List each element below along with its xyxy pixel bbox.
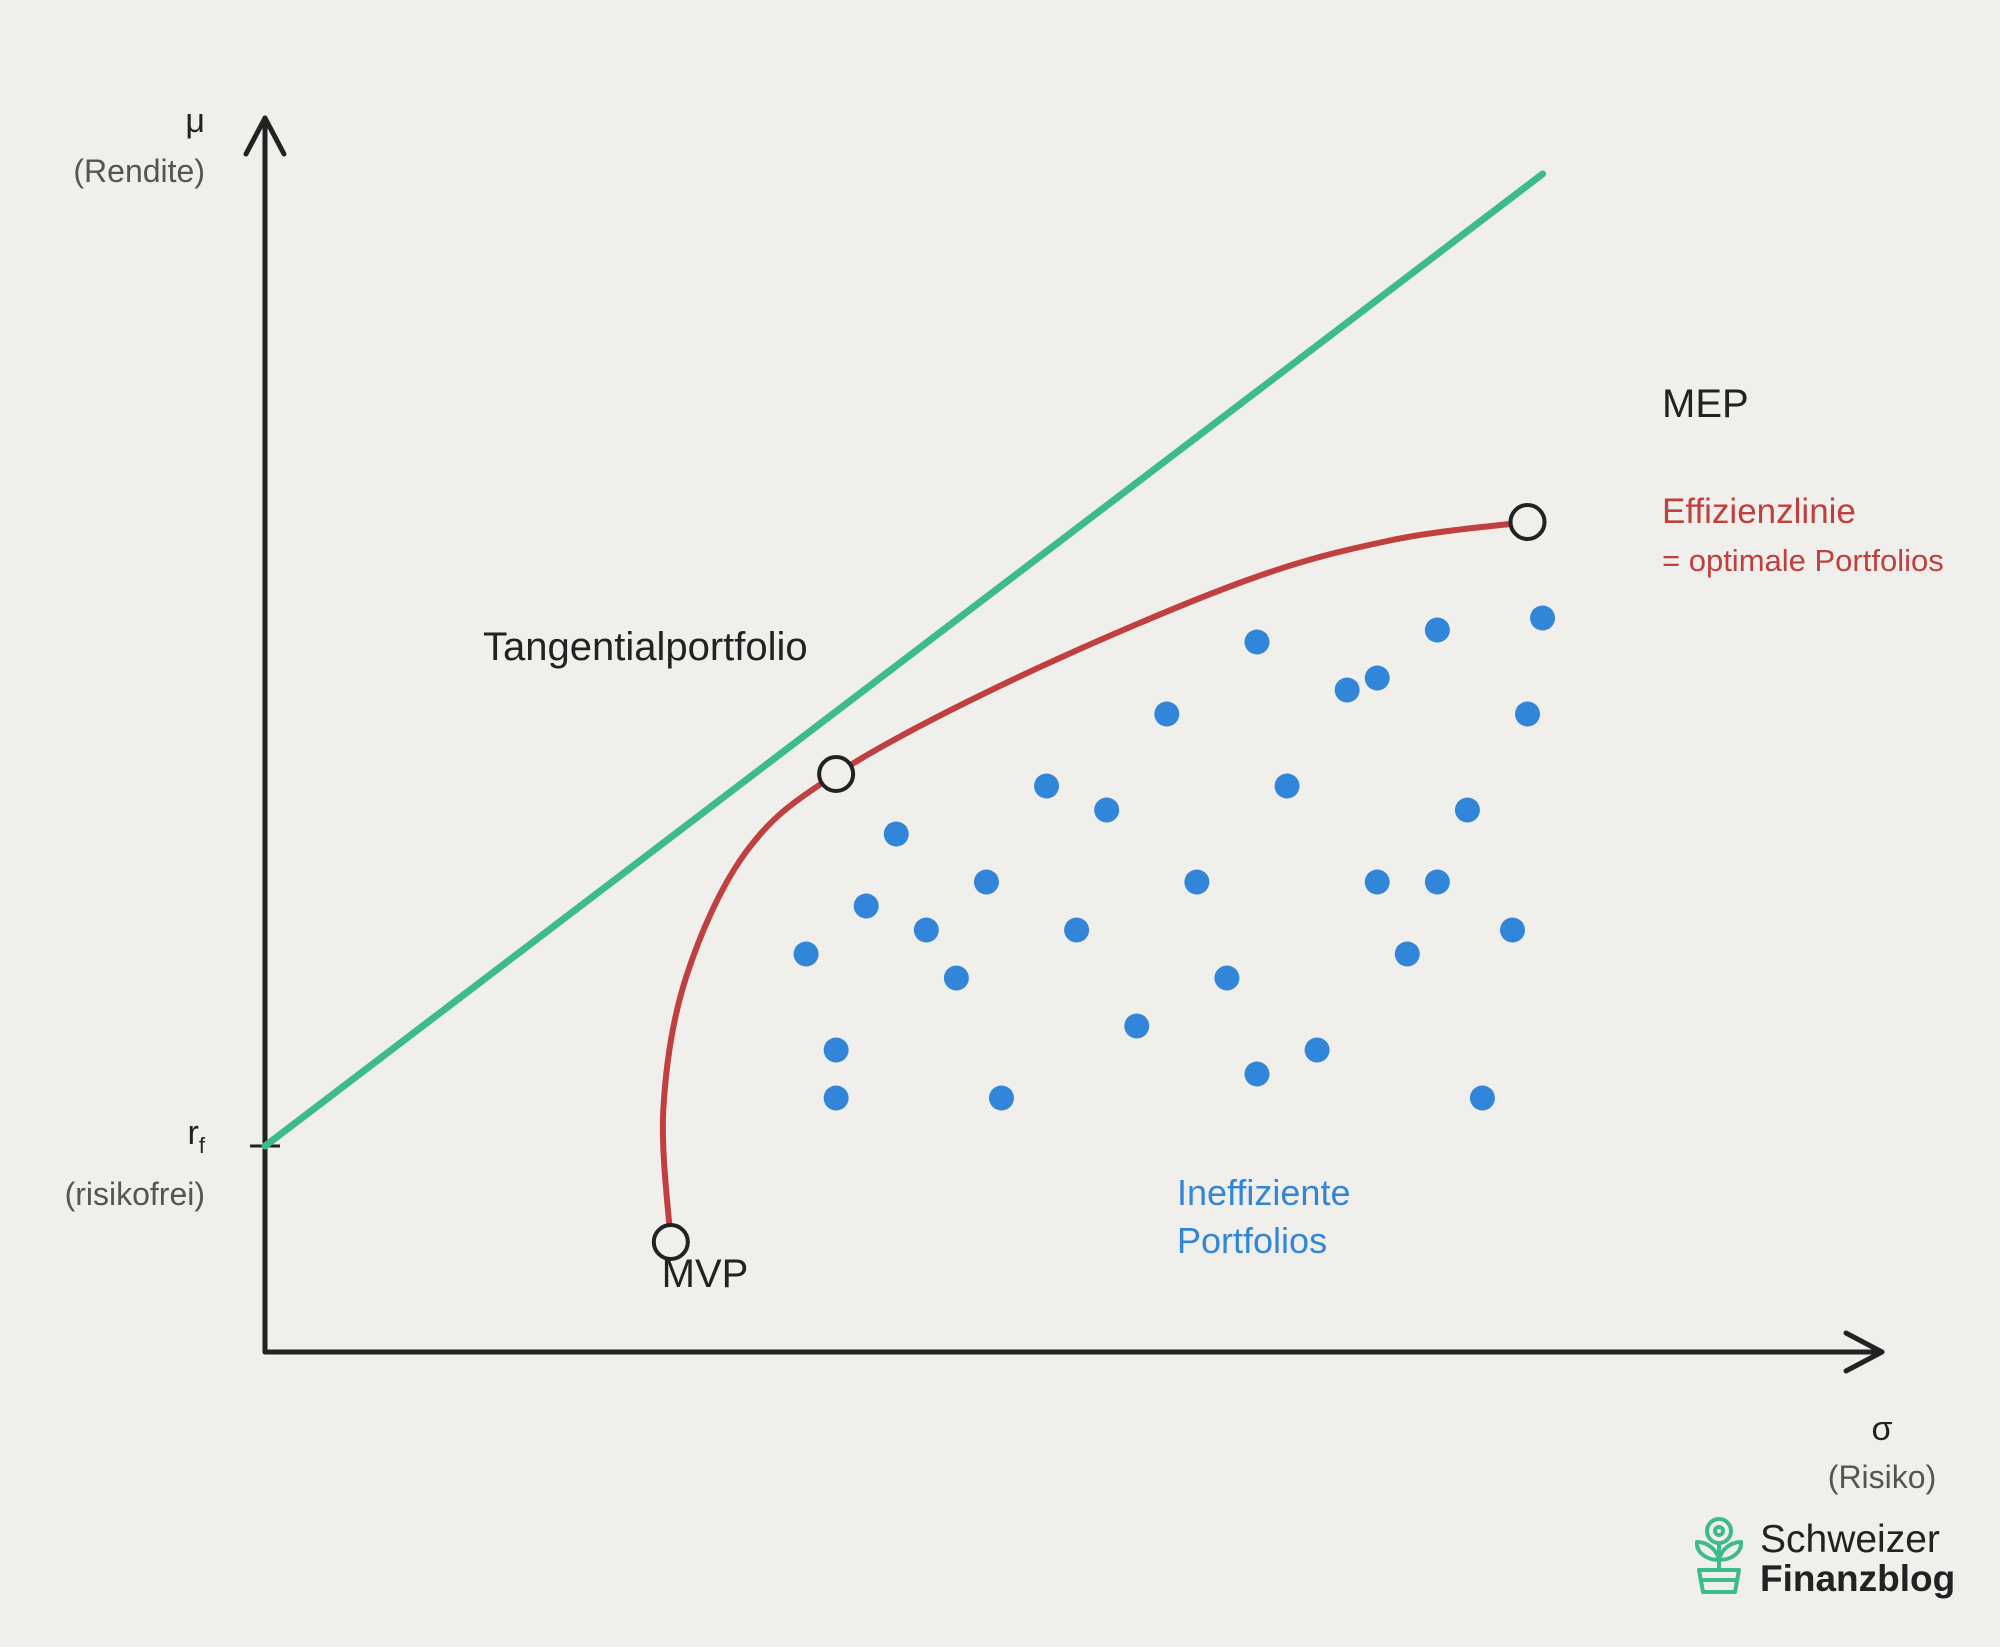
inefficient-portfolio-dot bbox=[1424, 869, 1450, 895]
y-axis-arrowhead bbox=[243, 115, 287, 157]
brand-name-line2: Finanzblog bbox=[1760, 1558, 1955, 1599]
inefficient-portfolio-dot bbox=[823, 1037, 849, 1063]
risk-free-label: rf bbox=[188, 1114, 206, 1158]
inefficient-portfolio-dot bbox=[793, 941, 819, 967]
inefficient-portfolio-dot bbox=[1124, 1013, 1150, 1039]
inefficient-portfolio-dot bbox=[1094, 797, 1120, 823]
inefficient-portfolio-dot bbox=[943, 965, 969, 991]
inefficient-portfolio-dot bbox=[913, 917, 939, 943]
axes bbox=[243, 115, 1885, 1374]
risk-free-note: (risikofrei) bbox=[65, 1176, 205, 1212]
tangential-label: Tangentialportfolio bbox=[483, 625, 808, 669]
inefficient-portfolio-dot bbox=[1469, 1085, 1495, 1111]
x-axis-sublabel: (Risiko) bbox=[1828, 1459, 1936, 1495]
axis-labels: μ (Rendite) σ (Risiko) rf (risikofrei) bbox=[65, 102, 1937, 1495]
inefficient-portfolio-dots bbox=[793, 605, 1556, 1111]
inefficient-portfolio-dot bbox=[1515, 701, 1541, 727]
inefficient-portfolio-dot bbox=[1364, 869, 1390, 895]
inefficient-portfolio-dot bbox=[1184, 869, 1210, 895]
inefficient-portfolio-dot bbox=[1304, 1037, 1330, 1063]
inefficient-portfolio-dot bbox=[1364, 665, 1390, 691]
inefficient-portfolio-dot bbox=[1334, 677, 1360, 703]
inefficient-portfolio-dot bbox=[823, 1085, 849, 1111]
inefficient-portfolio-dot bbox=[1394, 941, 1420, 967]
special-points bbox=[651, 503, 1547, 1261]
inefficient-portfolio-dot bbox=[1244, 1061, 1270, 1087]
inefficient-portfolio-dot bbox=[883, 821, 909, 847]
inefficient-portfolio-dot bbox=[1154, 701, 1180, 727]
inefficient-portfolio-dot bbox=[988, 1085, 1014, 1111]
inefficient-portfolio-dot bbox=[853, 893, 879, 919]
inefficient-portfolio-dot bbox=[1530, 605, 1556, 631]
mep-marker bbox=[1508, 503, 1547, 541]
inefficient-portfolio-dot bbox=[1424, 617, 1450, 643]
mep-label: MEP bbox=[1662, 382, 1749, 426]
inefficient-label-line1: Ineffiziente bbox=[1177, 1172, 1350, 1213]
annotations: Tangentialportfolio MEP MVP Effizienzlin… bbox=[483, 382, 1944, 1296]
inefficient-portfolio-dot bbox=[1454, 797, 1480, 823]
efficient-frontier bbox=[659, 519, 1531, 1245]
inefficient-portfolio-dot bbox=[1244, 629, 1270, 655]
brand-logo: Schweizer Finanzblog bbox=[1694, 1517, 1955, 1599]
mvp-marker bbox=[651, 1223, 690, 1261]
mvp-label: MVP bbox=[662, 1252, 749, 1296]
inefficient-portfolio-dot bbox=[1274, 773, 1300, 799]
inefficient-portfolio-dot bbox=[1214, 965, 1240, 991]
frontier-label: Effizienzlinie bbox=[1662, 492, 1856, 531]
plant-pot-icon bbox=[1694, 1517, 1744, 1594]
tangential-marker bbox=[817, 755, 856, 793]
inefficient-label-line2: Portfolios bbox=[1177, 1220, 1327, 1261]
inefficient-portfolio-dot bbox=[1499, 917, 1525, 943]
x-axis-arrowhead bbox=[1843, 1330, 1885, 1374]
brand-name-line1: Schweizer bbox=[1760, 1518, 1940, 1561]
frontier-sublabel: = optimale Portfolios bbox=[1662, 543, 1944, 578]
y-axis-sublabel: (Rendite) bbox=[73, 153, 205, 189]
inefficient-portfolio-dot bbox=[1034, 773, 1060, 799]
inefficient-portfolio-dot bbox=[973, 869, 999, 895]
x-axis-label: σ bbox=[1872, 1410, 1893, 1448]
y-axis-label: μ bbox=[185, 102, 205, 140]
capital-market-line bbox=[261, 170, 1547, 1150]
inefficient-portfolio-dot bbox=[1064, 917, 1090, 943]
